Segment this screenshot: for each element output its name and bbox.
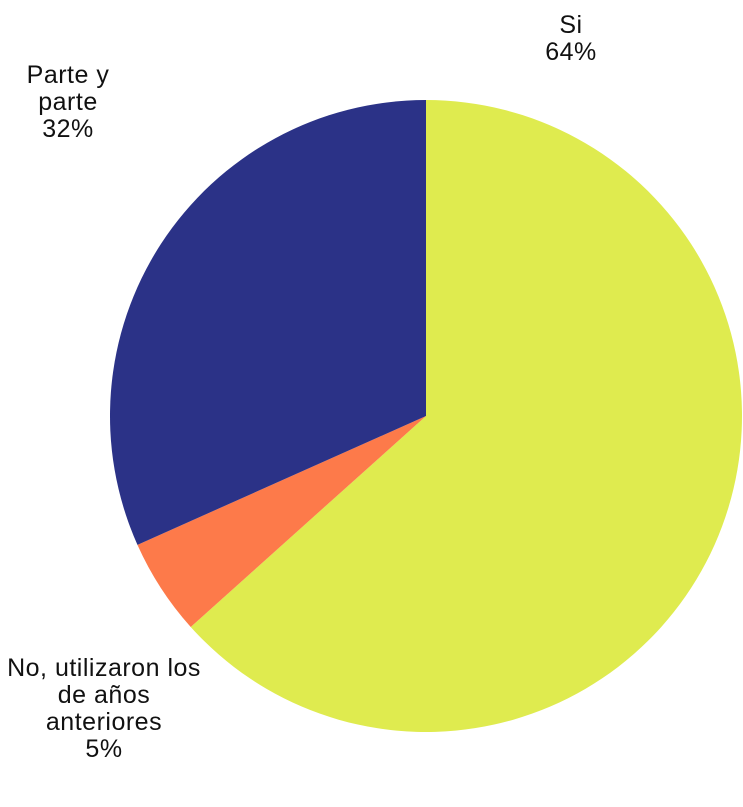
category-label: Parte y parte [26, 61, 110, 116]
slice-label: Parte y parte 32% [8, 62, 128, 143]
pie-slice [110, 100, 426, 545]
value-label: 32% [42, 115, 94, 143]
category-label: No, utilizaron los de años anteriores [7, 654, 201, 736]
pie-slice [190, 100, 742, 732]
category-label: Si [559, 11, 583, 39]
slice-label: Si 64% [511, 12, 631, 66]
value-label: 64% [545, 38, 597, 66]
slice-label: No, utilizaron los de años anteriores 5% [0, 655, 209, 763]
value-label: 5% [85, 735, 123, 763]
pie-slice [137, 416, 426, 627]
